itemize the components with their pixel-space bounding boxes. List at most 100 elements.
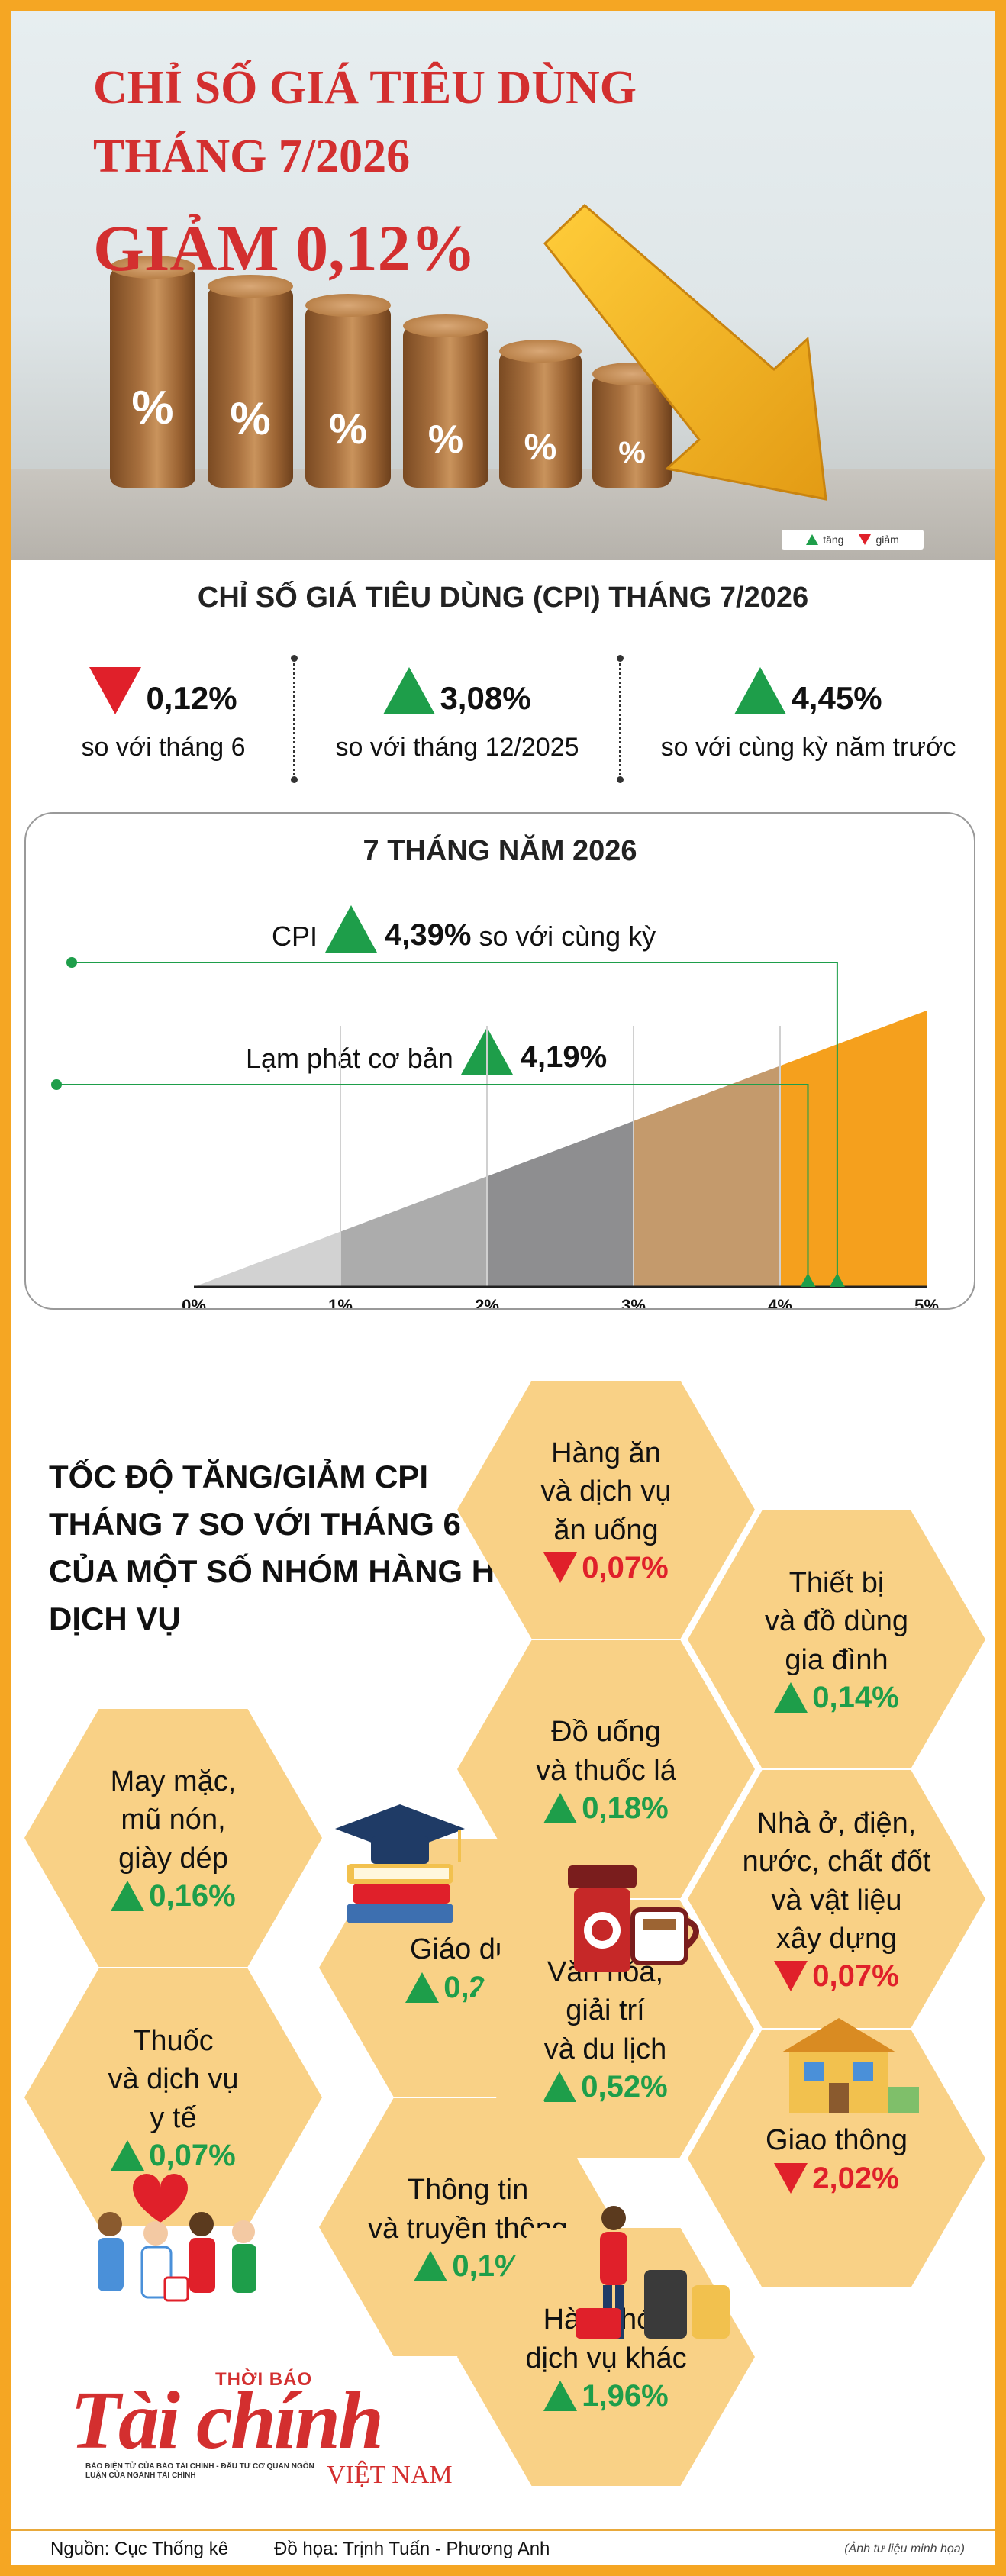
group-name-line: Giao thông (766, 2124, 908, 2157)
core-inflation-annotation: Lạm phát cơ bản 4,19% (246, 1027, 607, 1075)
group-section-title-line: TỐC ĐỘ TĂNG/GIẢM CPI (49, 1459, 428, 1494)
group-name: Thuốc và dịch vụ y tế (108, 2022, 238, 2136)
divider (291, 655, 298, 783)
up-triangle-icon (543, 2071, 577, 2103)
core-inflation-label: Lạm phát cơ bản (246, 1043, 453, 1074)
percent-cylinder: % (208, 275, 293, 488)
group-change: 0,18% (543, 1791, 669, 1826)
hero-banner: % % % % % % CHỈ SỐ GIÁ TIÊU DÙNG THÁNG 7… (11, 11, 995, 560)
seven-month-title: 7 THÁNG NĂM 2026 (363, 835, 637, 867)
group-change-value: 0,07% (149, 2138, 236, 2172)
percent-cylinder: % (305, 294, 391, 488)
group-change-value: 0,07% (582, 1550, 669, 1585)
legend-up-label: tăng (823, 534, 844, 546)
group-change: 0,16% (111, 1878, 236, 1913)
traveler-luggage-icon (576, 2206, 730, 2339)
divider (617, 655, 624, 783)
publisher-logo: THỜI BÁO Tài chính BẢO ĐIỆN TỬ CỦA BÁO T… (70, 2369, 476, 2499)
up-triangle-icon (543, 1793, 578, 1824)
percent-cylinder: % (403, 314, 488, 488)
area-band (487, 1120, 634, 1287)
cpi-stat-vs-dec2025: 3,08% so với tháng 12/2025 (312, 659, 602, 762)
group-hexagon: Nhà ở, điện, nước, chất đốt và vật liệu xây… (688, 1770, 985, 2028)
marker-triangle (829, 1273, 845, 1287)
group-change-value: 0,52% (581, 2069, 668, 2104)
graduation-cap-books-icon (335, 1804, 465, 1923)
group-change-value: 0,16% (149, 1878, 236, 1913)
group-name: Hàng ăn và dịch vụ ăn uống (540, 1434, 671, 1549)
group-name-line: và dịch vụ (108, 2063, 239, 2096)
group-name-line: y tế (150, 2101, 197, 2134)
group-name-line: và vật liệu (771, 1884, 902, 1917)
down-arrow-graphic (543, 203, 827, 501)
group-change: 0,07% (111, 2138, 236, 2173)
cpi-stat-value: 4,45% (791, 680, 882, 716)
percent-cylinder: % (110, 256, 195, 488)
cpi-stat-vs-month6: 0,12% so với tháng 6 (49, 659, 278, 762)
cpi-annotation-label: CPI (272, 920, 318, 952)
cpi-stat-caption: so với cùng kỳ năm trước (660, 733, 956, 762)
up-triangle-icon (543, 2381, 578, 2412)
cpi-stat-caption: so với tháng 12/2025 (335, 733, 579, 762)
house-icon (782, 2018, 919, 2113)
group-section-title-line: DỊCH VỤ (49, 1601, 181, 1636)
group-name-line: May mặc, (110, 1765, 237, 1798)
healthcare-people-icon (98, 2174, 256, 2302)
group-change-value: 0,07% (812, 1959, 899, 1993)
group-change: 0,14% (774, 1680, 899, 1715)
group-name: Thiết bị và đồ dùng gia đình (765, 1564, 908, 1678)
seven-month-panel: 7 THÁNG NĂM 2026 CPI 4,39% so với cùng k… (24, 812, 975, 1310)
down-triangle-icon (774, 2163, 808, 2194)
group-name-line: Thông tin (407, 2174, 529, 2207)
group-name: Đồ uống và thuốc lá (536, 1713, 676, 1789)
x-tick-label: 2% (475, 1296, 499, 1308)
cpi-annotation: CPI 4,39% so với cùng kỳ (272, 905, 656, 953)
group-name-line: giải trí (566, 1994, 645, 2027)
trend-legend: tăng giảm (782, 530, 924, 550)
group-name-line: nước, chất đốt (742, 1846, 931, 1878)
area-band (194, 1231, 340, 1287)
hero-title-line2: THÁNG 7/2026 (93, 131, 411, 182)
group-change: 0,07% (774, 1959, 899, 1994)
x-tick-label: 3% (621, 1296, 646, 1308)
inflation-area-chart: 0% 1% 2% 3% 4% 5% (51, 957, 939, 1308)
logo-main-text: Tài chính (70, 2375, 384, 2466)
group-section-title-line: CỦA MỘT SỐ NHÓM HÀNG HÓA, (49, 1553, 552, 1589)
group-name-line: ăn uống (553, 1514, 659, 1546)
group-change-value: 0,14% (812, 1680, 899, 1714)
group-name-line: dịch vụ khác (525, 2342, 687, 2374)
cpi-stat-vs-last-year: 4,45% so với cùng kỳ năm trước (633, 659, 984, 762)
group-name: Nhà ở, điện, nước, chất đốt và vật liệu xây… (743, 1804, 931, 1958)
cpi-annotation-suffix: so với cùng kỳ (479, 920, 656, 952)
group-hexagon: May mặc, mũ nón, giày dép 0,16% (24, 1709, 322, 1967)
group-change-value: 1,96% (582, 2378, 669, 2413)
hero-title-line1: CHỈ SỐ GIÁ TIÊU DÙNG (93, 62, 637, 114)
area-band (634, 1066, 780, 1287)
up-triangle-icon (414, 2251, 448, 2282)
cpi-stat-value: 3,08% (440, 680, 531, 716)
x-tick-label: 5% (914, 1296, 939, 1308)
group-name-line: Thiết bị (788, 1567, 885, 1600)
group-section-title: TỐC ĐỘ TĂNG/GIẢM CPI THÁNG 7 SO VỚI THÁN… (49, 1453, 552, 1643)
group-change-value: 0,18% (582, 1791, 669, 1825)
group-name-line: Nhà ở, điện, (756, 1807, 917, 1840)
graphics-credit: Đồ họa: Trịnh Tuấn - Phương Anh (274, 2538, 550, 2559)
group-name-line: xây dựng (775, 1922, 898, 1955)
core-inflation-value: 4,19% (520, 1040, 608, 1074)
group-name: May mặc, mũ nón, giày dép (111, 1762, 237, 1877)
marker-triangle (800, 1273, 816, 1287)
legend-down-label: giảm (875, 534, 899, 546)
marker-connector (56, 1084, 809, 1279)
down-triangle-icon (859, 534, 872, 545)
up-triangle-icon (806, 534, 819, 545)
up-triangle-icon (383, 667, 436, 714)
infographic-frame: % % % % % % CHỈ SỐ GIÁ TIÊU DÙNG THÁNG 7… (11, 11, 995, 2565)
group-name-line: và đồ dùng (764, 1605, 909, 1638)
cpi-stat-caption: so với tháng 6 (81, 733, 246, 762)
up-triangle-icon (734, 667, 787, 714)
hero-title-line3: GIẢM 0,12% (93, 211, 476, 285)
up-triangle-icon (774, 1682, 808, 1714)
x-tick-label: 4% (768, 1296, 792, 1308)
cpi-section-title: CHỈ SỐ GIÁ TIÊU DÙNG (CPI) THÁNG 7/2026 (197, 582, 809, 614)
group-name-line: Đồ uống (551, 1716, 661, 1749)
